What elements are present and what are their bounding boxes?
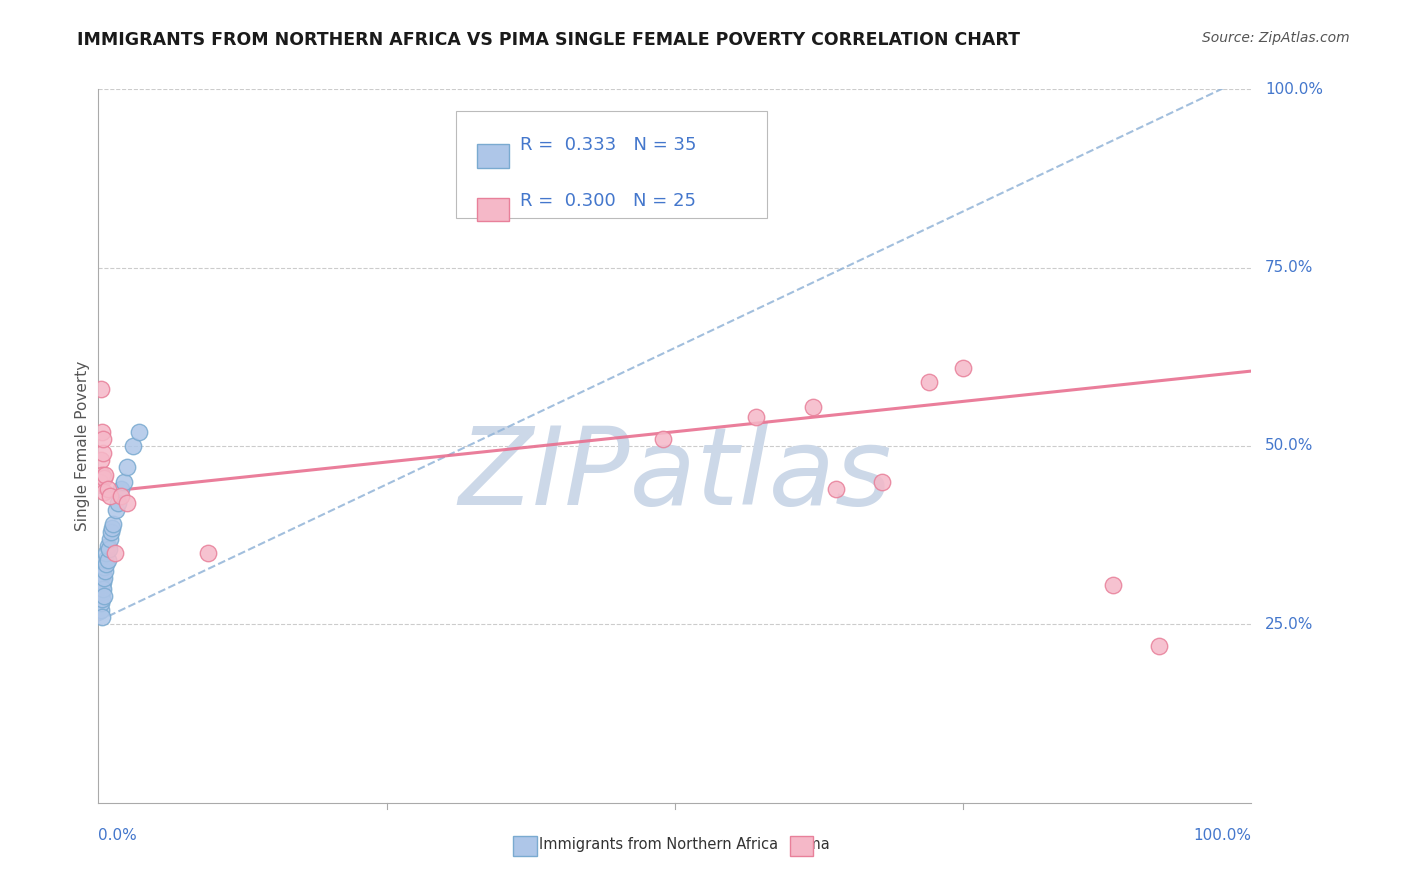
Text: 0.0%: 0.0% [98,828,138,843]
Point [110,489,132,503]
Point [1147,639,1170,653]
FancyBboxPatch shape [456,111,768,218]
Y-axis label: Single Female Poverty: Single Female Poverty [75,361,90,531]
Text: Immigrants from Northern Africa: Immigrants from Northern Africa [538,838,778,853]
Point [744,410,766,425]
Text: R =  0.300   N = 25: R = 0.300 N = 25 [520,193,696,211]
Point [94,564,117,578]
Point [107,496,129,510]
Point [97,482,120,496]
Point [197,546,219,560]
Point [98,532,121,546]
Text: ZIPatlas: ZIPatlas [458,422,891,527]
Point [117,496,139,510]
Point [90,585,112,599]
Point [103,517,125,532]
Point [90,596,112,610]
Point [96,557,118,571]
Point [89,585,111,599]
Point [112,475,135,489]
Bar [790,837,813,856]
Point [90,574,112,589]
Point [93,485,115,500]
Point [89,475,111,489]
Point [110,482,132,496]
Point [101,521,124,535]
Point [103,546,125,560]
Point [93,471,115,485]
Point [96,546,118,560]
Point [91,574,114,589]
Point [104,503,127,517]
Point [100,524,122,539]
Point [652,432,675,446]
Point [89,592,111,607]
Point [94,553,117,567]
Text: 75.0%: 75.0% [1265,260,1313,275]
Point [122,439,145,453]
Text: IMMIGRANTS FROM NORTHERN AFRICA VS PIMA SINGLE FEMALE POVERTY CORRELATION CHART: IMMIGRANTS FROM NORTHERN AFRICA VS PIMA … [77,31,1021,49]
Point [128,425,150,439]
Point [98,489,121,503]
Point [97,542,120,557]
Point [90,603,112,617]
Point [90,467,112,482]
Point [91,567,114,582]
Text: Pima: Pima [794,838,831,853]
Point [90,582,112,596]
Point [90,382,112,396]
Point [90,571,112,585]
Point [117,460,139,475]
Point [952,360,974,375]
Point [90,610,112,624]
Point [91,446,114,460]
Point [93,571,115,585]
Point [825,482,848,496]
Point [90,425,112,439]
Text: Source: ZipAtlas.com: Source: ZipAtlas.com [1202,31,1350,45]
Text: R =  0.333   N = 35: R = 0.333 N = 35 [520,136,697,153]
Bar [477,198,509,221]
Point [91,582,114,596]
Point [872,475,894,489]
Text: 100.0%: 100.0% [1194,828,1251,843]
Point [91,432,114,446]
Point [90,578,112,592]
Text: 50.0%: 50.0% [1265,439,1313,453]
Point [90,592,112,607]
Point [1102,578,1125,592]
Point [93,560,115,574]
Bar [513,837,537,856]
Point [801,400,824,414]
Point [97,553,120,567]
Point [90,453,112,467]
Text: 100.0%: 100.0% [1265,82,1323,96]
Point [917,375,939,389]
Text: 25.0%: 25.0% [1265,617,1313,632]
Bar [477,145,509,168]
Point [97,539,120,553]
Point [93,589,115,603]
Point [94,467,117,482]
